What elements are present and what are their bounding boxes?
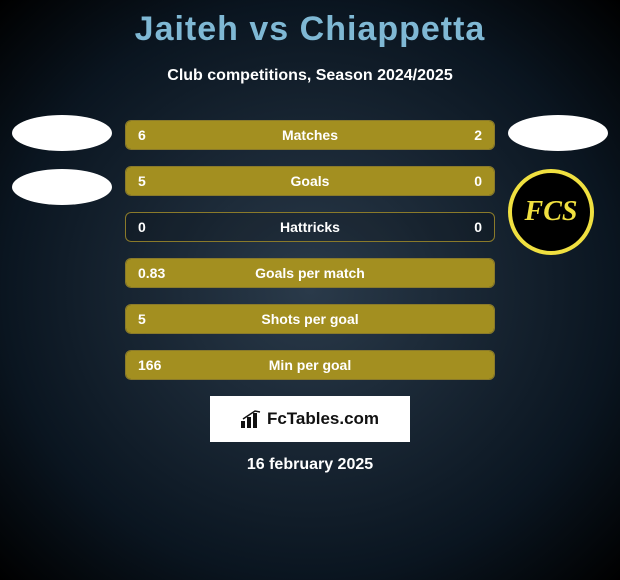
stat-value-left: 0 <box>138 219 146 235</box>
brand-box[interactable]: FcTables.com <box>210 396 410 442</box>
stat-row: 6 2 Matches <box>125 120 495 150</box>
stat-row: 5 0 Goals <box>125 166 495 196</box>
stat-value-left: 6 <box>138 127 146 143</box>
stat-bar-left <box>126 121 402 149</box>
page-title: Jaiteh vs Chiappetta <box>0 0 620 49</box>
stats-container: 6 2 Matches 5 0 Goals 0 0 Hattricks 0.83 Goals per… <box>125 120 495 396</box>
stat-label: Min per goal <box>269 357 351 373</box>
stat-label: Hattricks <box>280 219 340 235</box>
brand-text: FcTables.com <box>267 409 379 429</box>
stat-row: 0 0 Hattricks <box>125 212 495 242</box>
player-left-logo-2 <box>12 169 112 205</box>
subtitle: Club competitions, Season 2024/2025 <box>0 67 620 85</box>
club-right-label: FCS <box>525 196 578 228</box>
date-text: 16 february 2025 <box>247 456 373 474</box>
stat-label: Goals per match <box>255 265 365 281</box>
stat-label: Shots per goal <box>261 311 358 327</box>
player-left-logo-1 <box>12 115 112 151</box>
stat-value-right: 0 <box>474 173 482 189</box>
stat-row: 0.83 Goals per match <box>125 258 495 288</box>
brand-chart-icon <box>241 410 261 428</box>
stat-value-left: 5 <box>138 173 146 189</box>
stat-label: Matches <box>282 127 338 143</box>
stat-row: 5 Shots per goal <box>125 304 495 334</box>
club-right-badge: FCS <box>508 169 594 255</box>
stat-value-right: 0 <box>474 219 482 235</box>
stat-value-left: 166 <box>138 357 161 373</box>
left-player-logos <box>12 115 112 223</box>
right-player-logos: FCS <box>508 115 608 255</box>
stat-row: 166 Min per goal <box>125 350 495 380</box>
stat-value-left: 0.83 <box>138 265 165 281</box>
player-right-logo-1 <box>508 115 608 151</box>
stat-label: Goals <box>291 173 330 189</box>
stat-value-left: 5 <box>138 311 146 327</box>
stat-bar-left <box>126 167 413 195</box>
stat-value-right: 2 <box>474 127 482 143</box>
